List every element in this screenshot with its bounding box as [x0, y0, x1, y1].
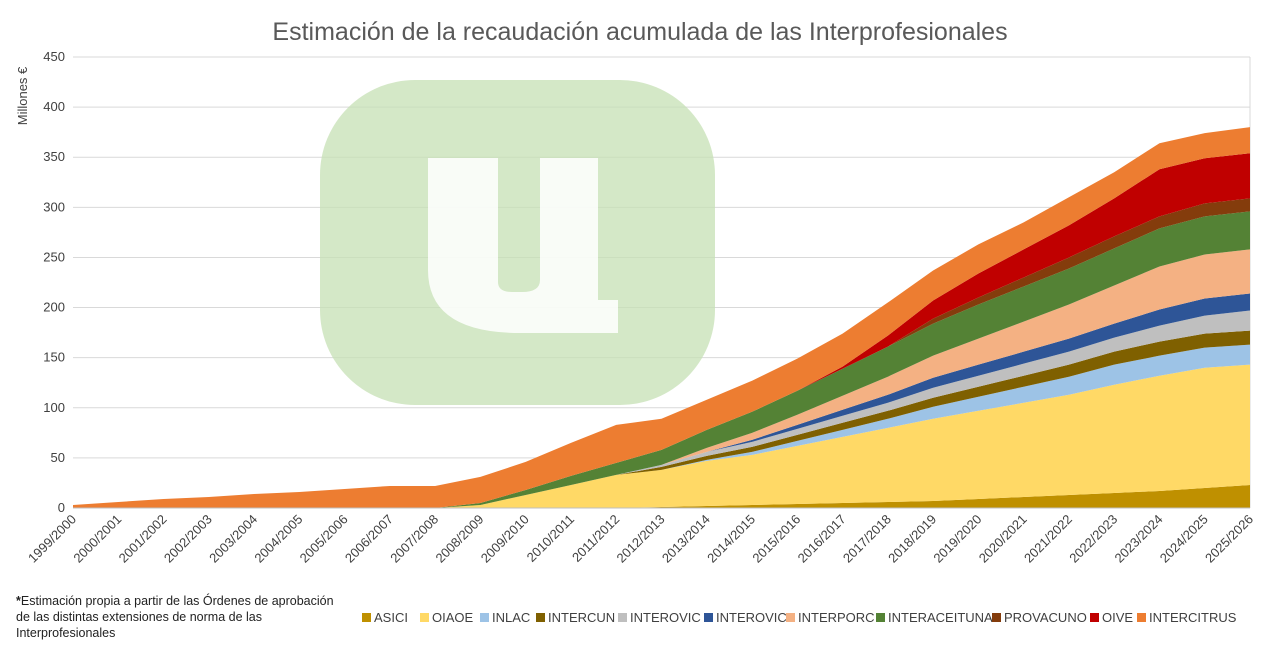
x-tick-label: 2022/2023: [1066, 512, 1120, 566]
x-tick-label: 2003/2004: [206, 512, 260, 566]
y-tick-label: 300: [43, 199, 65, 214]
legend-swatch: [704, 613, 713, 622]
legend-label: OIAOE: [432, 610, 474, 625]
x-tick-label: 2010/2011: [524, 512, 577, 565]
legend-label: PROVACUNO: [1004, 610, 1087, 625]
legend-label: OIVE: [1102, 610, 1133, 625]
legend-label: INTERCITRUS: [1149, 610, 1237, 625]
x-tick-label: 2015/2016: [749, 512, 803, 566]
area-series-asici-0: [73, 484, 1250, 508]
area-series-intercitrus-10: [73, 127, 1250, 509]
legend-label: INTEROVIC: [630, 610, 701, 625]
x-tick-label: 2001/2002: [116, 512, 170, 566]
footnote-marker: *: [16, 594, 21, 608]
x-tick-label: 2009/2010: [478, 512, 532, 566]
x-tick-label: 2004/2005: [251, 512, 305, 566]
legend-swatch: [992, 613, 1001, 622]
x-tick-label: 2023/2024: [1112, 512, 1166, 566]
x-tick-labels: 1999/20002000/20012001/20022002/20032003…: [25, 512, 1256, 566]
area-series-provacuno-8: [73, 198, 1250, 508]
y-tick-labels: 0 50 100 150 200 250 300 350 400 450: [43, 49, 65, 515]
legend-swatch: [1090, 613, 1099, 622]
area-series-interaceituna-7: [73, 211, 1250, 508]
y-tick-label: 50: [51, 450, 65, 465]
legend-swatch: [618, 613, 627, 622]
x-tick-label: 2019/2020: [930, 512, 984, 566]
x-tick-label: 2006/2007: [342, 512, 396, 566]
x-tick-label: 2020/2021: [976, 512, 1030, 566]
x-tick-label: 2000/2001: [70, 512, 124, 566]
y-tick-label: 100: [43, 400, 65, 415]
watermark-logo: [320, 80, 715, 405]
x-tick-label: 2013/2014: [659, 512, 713, 566]
legend-label: INLAC: [492, 610, 530, 625]
y-tick-label: 150: [43, 350, 65, 365]
y-axis-label: Millones €: [15, 66, 30, 125]
x-tick-label: 2018/2019: [885, 512, 939, 566]
legend-swatch: [876, 613, 885, 622]
area-series-oive-9: [73, 153, 1250, 509]
footnote-text: Estimación propia a partir de las Órdene…: [16, 594, 334, 640]
y-tick-label: 0: [58, 500, 65, 515]
y-tick-label: 200: [43, 300, 65, 315]
area-series-intercun-3: [73, 330, 1250, 508]
legend: ASICI OIAOE INLAC INTERCUN INTEROVIC INTEROVI…: [362, 610, 1237, 625]
legend-swatch: [420, 613, 429, 622]
legend-label: INTERCUN: [548, 610, 615, 625]
y-tick-label: 450: [43, 49, 65, 64]
legend-label: INTERPORC: [798, 610, 875, 625]
x-tick-label: 2016/2017: [795, 512, 849, 566]
x-tick-label: 2014/2015: [704, 512, 758, 566]
area-series-oiaoe-1: [73, 364, 1250, 508]
legend-swatch: [362, 613, 371, 622]
x-tick-label: 2008/2009: [432, 512, 486, 566]
stacked-areas: [73, 127, 1250, 509]
x-tick-label: 2017/2018: [840, 512, 894, 566]
legend-swatch: [536, 613, 545, 622]
x-tick-label: 2002/2003: [161, 512, 215, 566]
y-tick-label: 250: [43, 249, 65, 264]
x-tick-label: 2021/2022: [1021, 512, 1075, 566]
x-tick-label: 2007/2008: [387, 512, 441, 566]
legend-label: INTEROVIC: [716, 610, 787, 625]
y-tick-label: 350: [43, 149, 65, 164]
watermark-background: [320, 80, 715, 405]
legend-swatch: [786, 613, 795, 622]
legend-swatch: [480, 613, 489, 622]
y-tick-label: 400: [43, 99, 65, 114]
watermark-letter-u: [428, 158, 618, 333]
legend-label: INTERACEITUNA: [888, 610, 993, 625]
legend-swatch: [1137, 613, 1146, 622]
legend-label: ASICI: [374, 610, 408, 625]
x-tick-label: 2012/2013: [614, 512, 668, 566]
footnote: *Estimación propia a partir de las Órden…: [16, 593, 346, 641]
x-tick-label: 2005/2006: [297, 512, 351, 566]
x-tick-label: 2024/2025: [1157, 512, 1211, 566]
x-tick-label: 2025/2026: [1202, 512, 1256, 566]
x-tick-label: 1999/2000: [25, 512, 79, 566]
chart-title: Estimación de la recaudación acumulada d…: [272, 18, 1007, 46]
